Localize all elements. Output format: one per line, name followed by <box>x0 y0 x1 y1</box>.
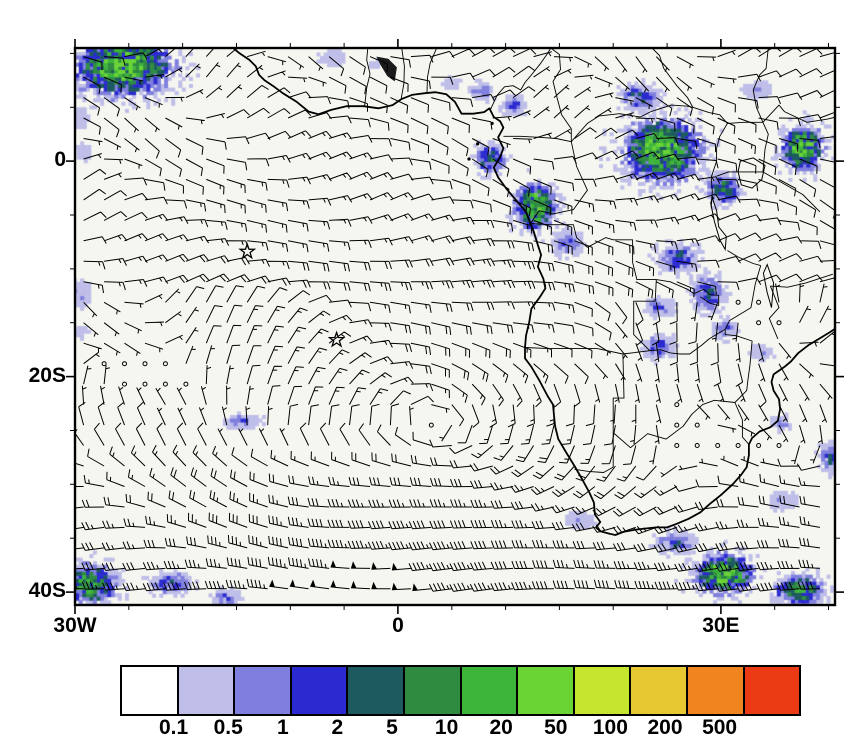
map-frame <box>73 46 837 607</box>
colorbar <box>120 665 802 716</box>
lakes <box>376 56 775 308</box>
coastline <box>232 48 835 536</box>
colorbar-cell <box>516 665 575 716</box>
wind-barbs <box>75 48 835 592</box>
colorbar-cell <box>402 665 462 716</box>
colorbar-cell <box>685 665 745 716</box>
colorbar-cell <box>346 665 405 716</box>
map-layers <box>75 48 835 592</box>
lake-volta <box>376 56 397 82</box>
colorbar-cell <box>459 665 519 716</box>
star-markers <box>238 242 346 348</box>
colorbar-cell <box>742 665 802 716</box>
islands <box>467 121 494 161</box>
colorbar-cell <box>572 665 632 716</box>
country-borders <box>364 48 835 473</box>
colorbar-cell <box>289 665 349 716</box>
colorbar-cell <box>629 665 688 716</box>
colorbar-cell <box>120 665 179 716</box>
colorbar-cell <box>176 665 236 716</box>
colorbar-cell <box>233 665 292 716</box>
